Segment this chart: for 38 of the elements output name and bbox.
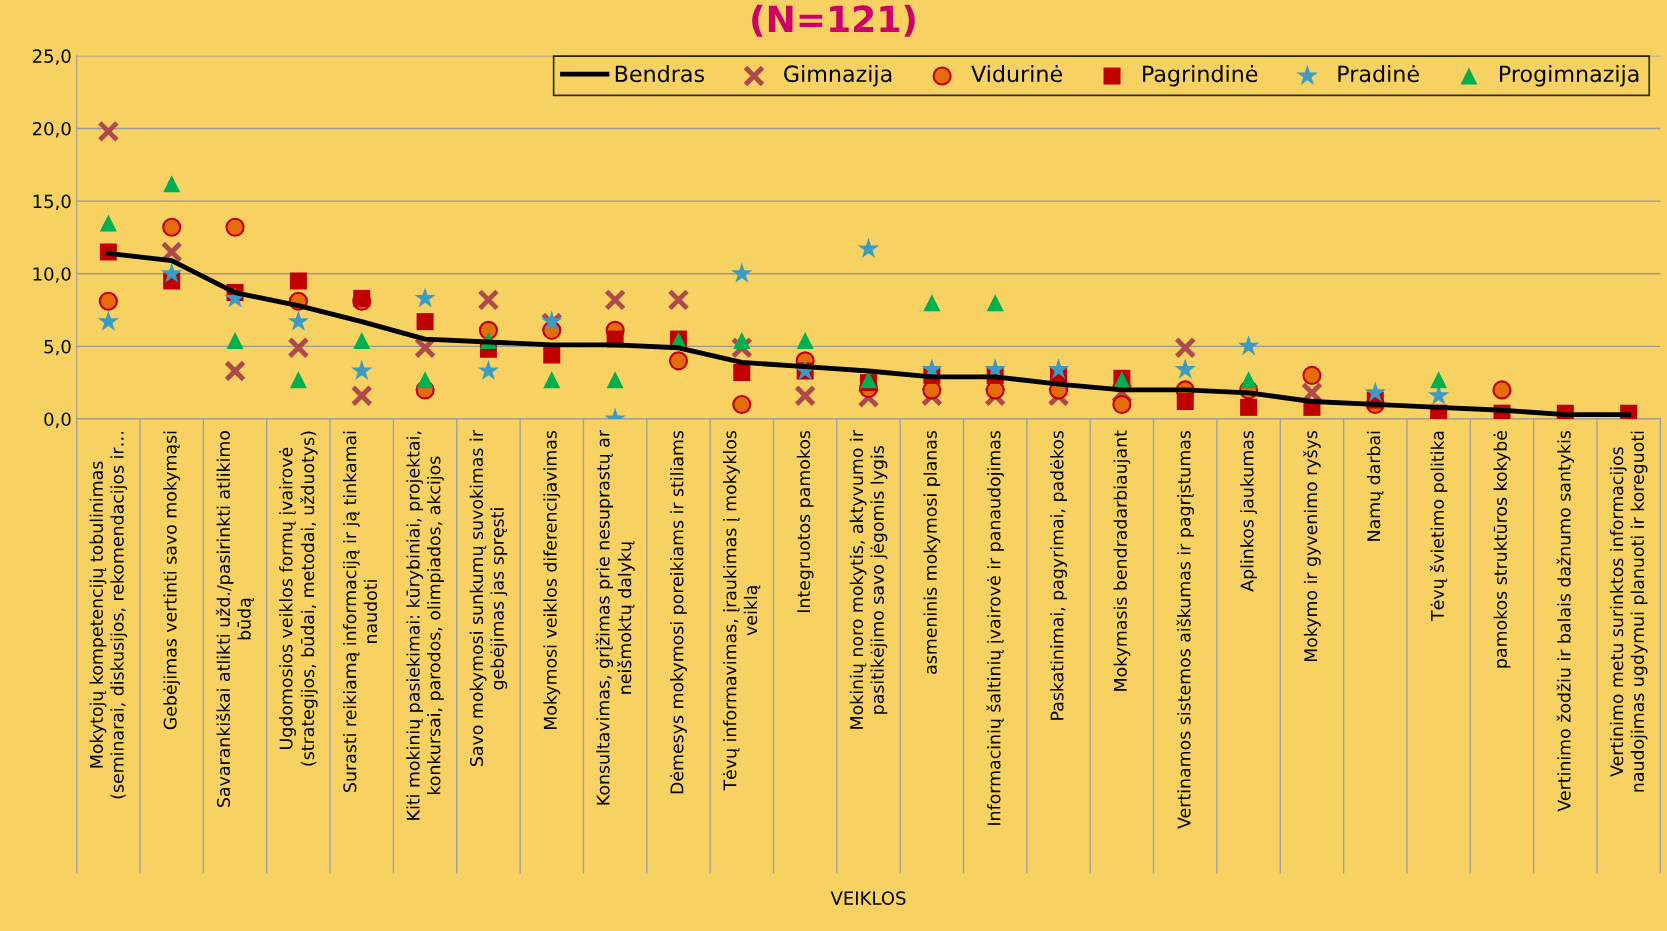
x-tick-label: Ugdomosios veiklos formų įvairovė (strategijos, būdai, metodai, užduotys) (279, 431, 318, 766)
x-tick-label: Dėmesys mokymosi poreikiams ir stiliams (670, 430, 687, 794)
legend-label: Progimnazija (1500, 64, 1639, 87)
x-tick-label: pamokos struktūros kokybė (1493, 430, 1511, 668)
legend-label: Gimnazija (784, 64, 892, 87)
legend-label: Pagrindinė (1143, 64, 1258, 87)
x-tick-label: Mokytojų kompetencijų tobulinimas (seminarai, diskusijos, rekomendacijos ir… (89, 432, 128, 799)
chart-title: (N=121) (752, 4, 915, 37)
x-tick-label: Kiti mokinių pasiekimai: kūrybiniai, projektai, konkursai, parodos, olimpiados, akcijos (406, 431, 444, 820)
x-tick-label: Tėvų informavimas, įraukimas į mokyklos veiklą (723, 430, 761, 791)
legend-label: Vidurinė (971, 64, 1062, 83)
x-tick-label: asmeninis mokymosi planas (923, 430, 941, 674)
legend-label: Bendras (615, 64, 704, 83)
y-tick-label: 15,0 (33, 194, 71, 211)
x-tick-label: Mokinių noro mokytis, aktyvumo ir pasitikėjimo savo jėgomis lygis (849, 430, 888, 729)
x-tick-label: Vertinimo metu surinktos informacijos naudojimas ugdymui planuoti ir koreguoti (1609, 431, 1648, 792)
y-tick-label: 0,0 (44, 412, 71, 428)
x-tick-label: Mokymosi veiklos diferencijavimas (543, 430, 561, 730)
x-tick-label: Vertinamos sistemos aiškumas ir pagrįstumas (1176, 430, 1194, 829)
legend-label: Pradinė (1338, 64, 1419, 83)
y-tick-label: 20,0 (32, 121, 71, 138)
x-tick-label: Paskatinimai, pagyrimai, padėkos (1050, 430, 1067, 720)
x-tick-label: Namų darbai (1366, 431, 1384, 541)
x-tick-label: Savarankiškai atlikti užd./pasirinkti atlikimo būdą (215, 430, 254, 807)
y-tick-label: 5,0 (44, 339, 71, 356)
x-tick-label: Vertinimo žodžiu ir balais dažnumo santykis (1556, 430, 1575, 812)
x-tick-label: Informacinių šaltinių įvairovė ir panaudojimas (986, 430, 1004, 825)
x-tick-label: Integruotos pamokos (796, 430, 814, 613)
x-tick-label: Aplinkos jaukumas (1240, 430, 1257, 592)
x-tick-label: Tėvų švietimo politika (1429, 431, 1448, 622)
y-tick-label: 25,0 (32, 49, 71, 65)
x-tick-label: Konsultavimas, grįžimas prie nesuprastų ar neišmoktų dalykų (595, 430, 635, 805)
x-tick-label: Mokymo ir gyvenimo ryšys (1303, 430, 1321, 662)
x-tick-label: Gebėjimas vertinti savo mokymąsi (163, 431, 181, 730)
x-axis-title: VEIKLOS (830, 891, 906, 905)
x-tick-label: Mokymasis bendradarbiaujant (1113, 430, 1131, 691)
x-tick-label: Surasti reikiamą informaciją ir ją tinkamai naudoti (342, 431, 378, 792)
y-tick-label: 10,0 (33, 267, 71, 283)
